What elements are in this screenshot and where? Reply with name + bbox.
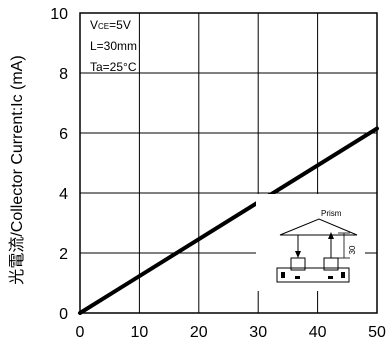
series-layer [78,126,379,315]
x-tick-label: 50 [368,324,386,341]
prism-label: Prism [321,209,342,218]
measurement-diagram: Prism 30 [256,194,365,291]
sensor-board [276,267,350,283]
x-tick-label: 30 [249,324,267,341]
x-tick-label: 10 [131,324,149,341]
x-tick-label: 0 [76,324,85,341]
emitter-package [290,257,306,271]
board-pin [295,276,300,279]
dimension-label: 30 [348,245,357,254]
condition-distance: L=30mm [90,39,137,53]
board-pin [281,272,285,278]
receiver-arrow [328,232,334,239]
emitter-arrow [295,251,301,258]
y-tick-labels: 0 2 4 6 8 10 [50,6,68,323]
y-tick-label: 10 [50,6,68,23]
y-tick-label: 8 [59,66,68,83]
y-tick-label: 0 [59,306,68,323]
conditions-box: VCE=5V L=30mm Ta=25°C [90,18,137,74]
y-tick-label: 2 [59,246,68,263]
series-line [78,126,379,315]
inset-background [256,194,365,291]
plot-area [79,12,378,314]
x-tick-label: 40 [309,324,327,341]
y-tick-label: 4 [59,186,68,203]
y-tick-label: 6 [59,126,68,143]
detector-package [323,257,339,271]
y-axis-label: 光電流/Collector Current:Ic (mA) [8,55,26,284]
x-tick-label: 20 [190,324,208,341]
x-tick-labels: 0 10 20 30 40 50 [76,324,386,341]
board-pin [328,276,333,279]
condition-temperature: Ta=25°C [90,60,137,74]
grid [80,13,377,313]
board-pin [341,272,345,278]
condition-vce: VCE=5V [90,18,131,32]
prism-shape [279,218,358,236]
